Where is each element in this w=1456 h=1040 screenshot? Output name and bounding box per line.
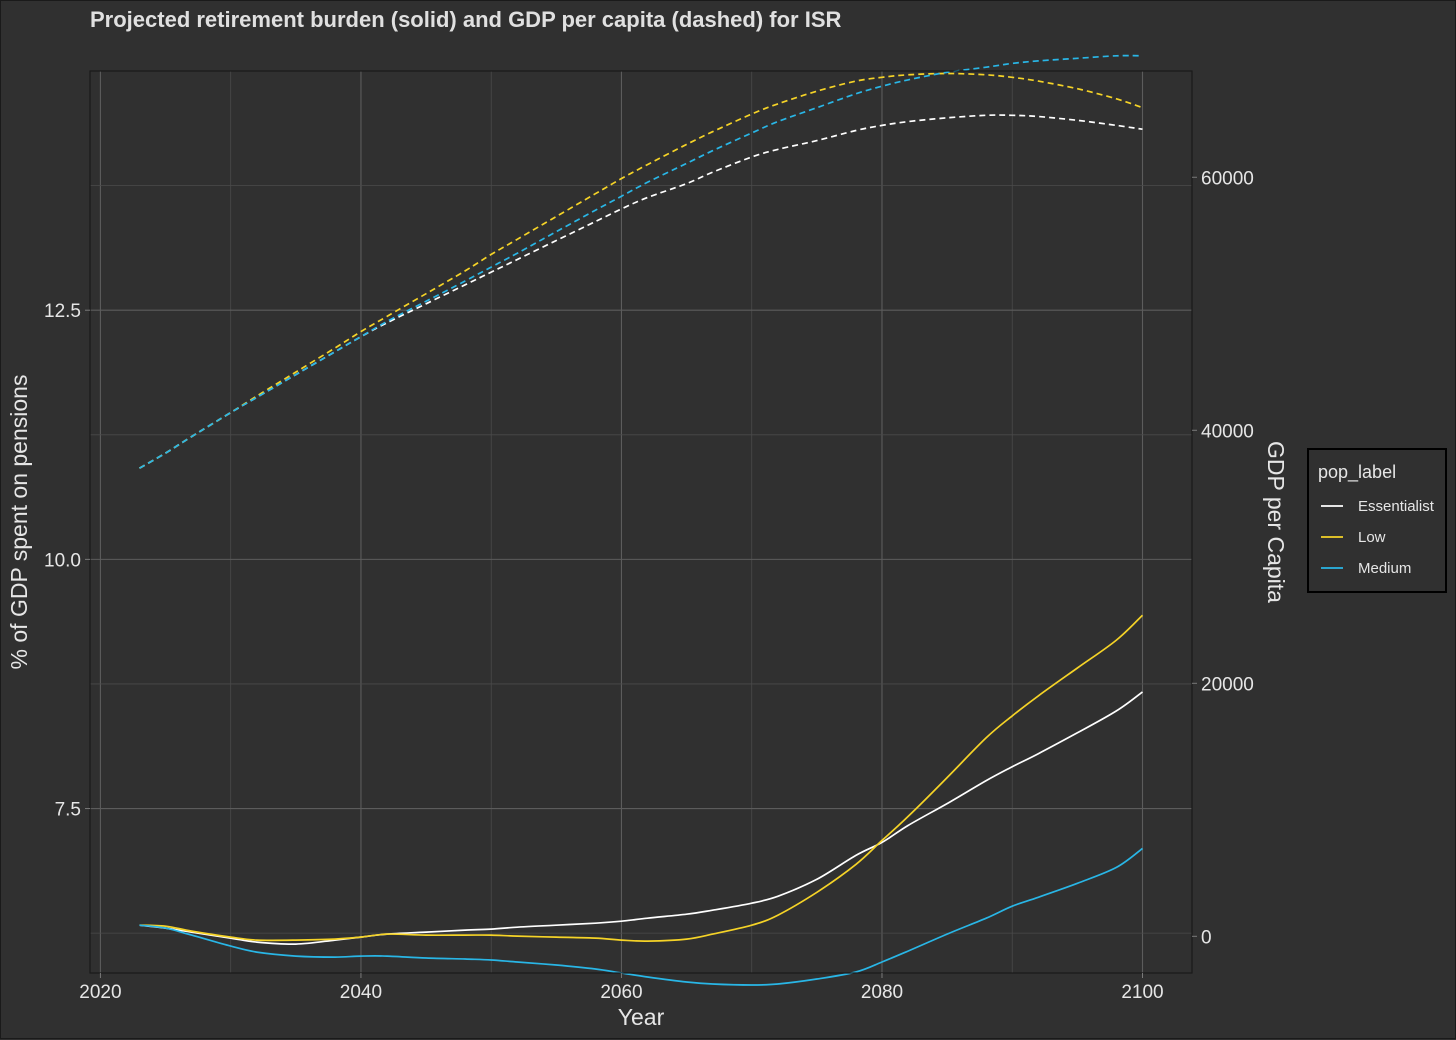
x-tick-label: 2040 <box>340 982 382 1003</box>
x-tick-label: 2080 <box>861 982 903 1003</box>
plot-border <box>89 70 1193 974</box>
gdp-line-essentialist <box>139 114 1143 469</box>
gdp-line-medium <box>139 54 1143 469</box>
legend-label-essentialist: Essentialist <box>1358 498 1435 515</box>
y2-tick-label: 60000 <box>1201 168 1254 189</box>
y2-tick-label: 0 <box>1201 927 1212 948</box>
legend-entries: Essentialist Low Medium <box>1321 498 1435 577</box>
y2-tick-label: 40000 <box>1201 421 1254 442</box>
x-tick-label: 2020 <box>79 982 121 1003</box>
series-layer <box>139 54 1144 986</box>
chart-title: Projected retirement burden (solid) and … <box>90 7 842 32</box>
legend-title: pop_label <box>1318 462 1396 483</box>
x-axis-title: Year <box>618 1004 665 1030</box>
pension-line-essentialist <box>139 691 1144 945</box>
y-tick-label: 7.5 <box>55 800 81 821</box>
pension-line-medium <box>139 847 1144 986</box>
y2-tick-label: 20000 <box>1201 674 1254 695</box>
legend-label-medium: Medium <box>1358 560 1411 577</box>
legend-label-low: Low <box>1358 529 1386 546</box>
y-tick-label: 10.0 <box>44 550 81 571</box>
legend: pop_label Essentialist Low Medium <box>1307 448 1447 593</box>
gdp-line-low <box>139 72 1143 469</box>
y-axis-title: % of GDP spent on pensions <box>6 375 32 670</box>
x-tick-label: 2060 <box>600 982 642 1003</box>
y2-axis-title: GDP per Capita <box>1263 441 1289 603</box>
x-tick-label: 2100 <box>1121 982 1163 1003</box>
y-tick-label: 12.5 <box>44 301 81 322</box>
pension-line-low <box>139 614 1144 942</box>
grid <box>90 71 1192 973</box>
axes-layer: 2020 2040 2060 2080 2100 7.5 10.0 12.5 0 20000 400… <box>44 168 1254 1003</box>
